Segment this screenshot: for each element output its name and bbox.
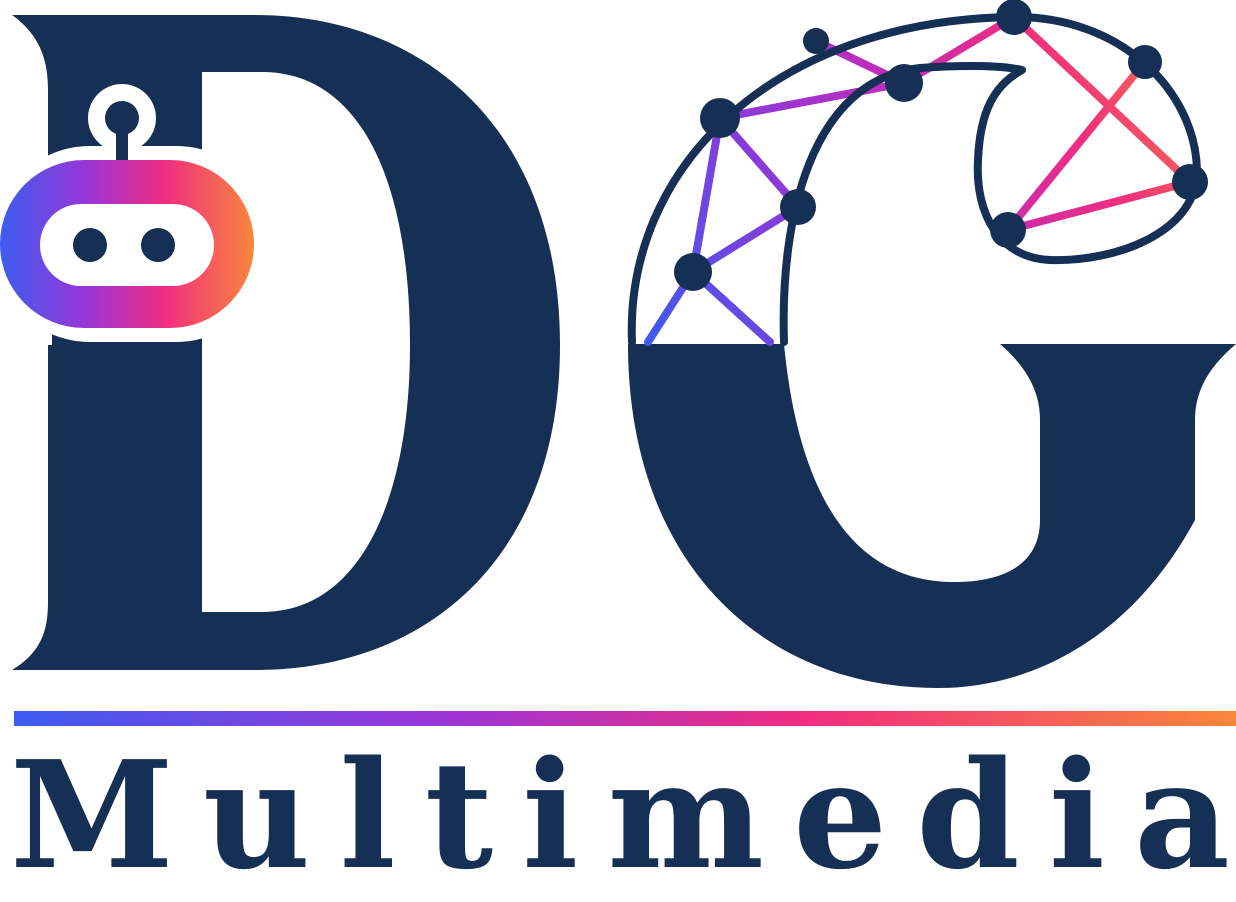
network-node-dots — [674, 0, 1208, 291]
network-nodes-icon — [644, 13, 1194, 346]
g-outline-icon — [627, 12, 1202, 346]
robot-head-icon — [0, 84, 274, 342]
wordmark-letter: M — [10, 728, 174, 902]
wordmark-letter: u — [202, 728, 311, 902]
wordmark-letter: e — [793, 728, 888, 902]
wordmark-letter: t — [424, 728, 494, 902]
wordmark-multimedia: M u l t i m e d i a — [10, 728, 1230, 902]
letter-g-icon — [628, 344, 1236, 688]
wordmark-letter: i — [522, 728, 579, 902]
wordmark-letter: l — [339, 728, 396, 902]
wordmark-letter: a — [1134, 728, 1230, 902]
wordmark-letter: i — [1048, 728, 1106, 902]
monogram-graphic — [0, 0, 1236, 726]
wordmark-letter: d — [916, 728, 1020, 902]
gradient-divider — [14, 711, 1236, 726]
wordmark-letter: m — [607, 728, 765, 902]
